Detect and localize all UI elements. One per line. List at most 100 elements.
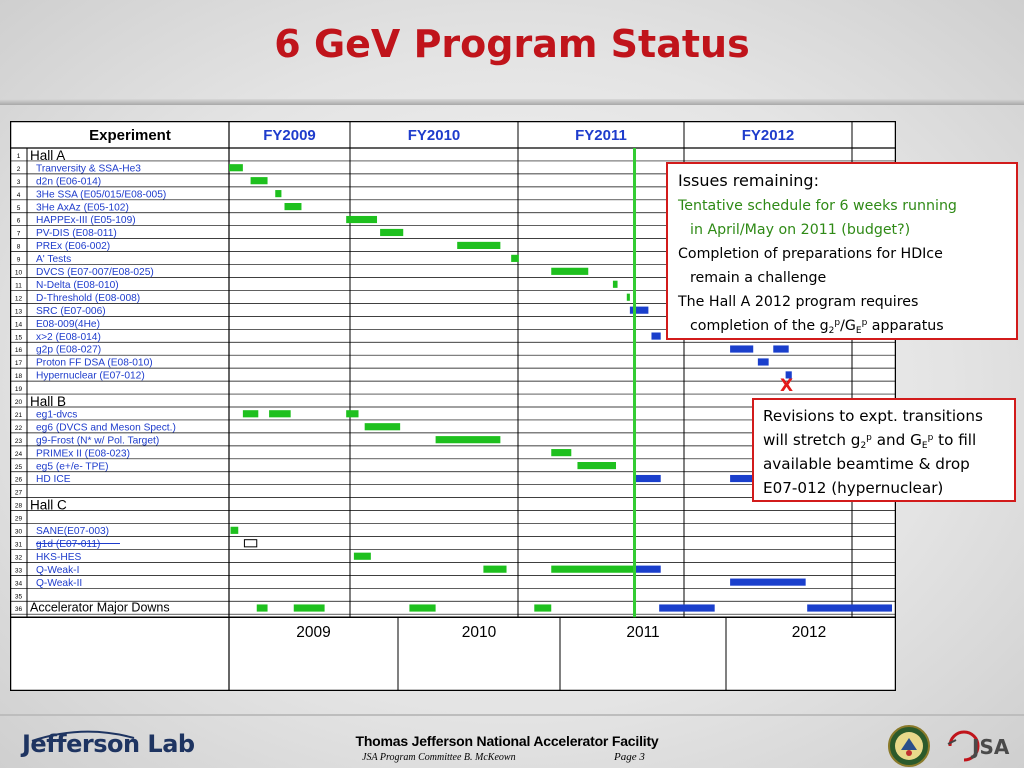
schedule-bar [483,565,507,573]
row-number: 31 [15,541,23,548]
experiment-label: PV-DIS (E08-011) [36,228,117,239]
schedule-bar [634,565,661,573]
schedule-bar [757,358,769,366]
schedule-bar [534,604,552,612]
slide-title: 6 GeV Program Status [274,22,750,66]
experiment-label: g9-Frost (N* w/ Pol. Target) [36,435,159,446]
experiment-label: eg5 (e+/e- TPE) [36,461,109,472]
row-number: 21 [15,412,23,419]
revisions-line: Revisions to expt. transitions [763,407,983,425]
issues-line: Tentative schedule for 6 weeks running [678,198,957,214]
schedule-bar [364,423,401,431]
fiscal-year-label: FY2010 [408,127,461,144]
row-number: 12 [15,295,23,302]
row-number: 14 [15,321,23,328]
schedule-bar [785,371,792,379]
row-number: 13 [15,308,23,315]
row-number: 8 [17,244,21,251]
schedule-bar [730,345,754,353]
fiscal-year-label: FY2011 [575,127,627,144]
row-number: 32 [15,554,23,561]
experiment-label: g1d (E07-011) [36,539,100,550]
schedule-bar [634,474,661,483]
experiment-label: x>2 (E08-014) [36,332,101,343]
experiment-label: 3He AxAz (E05-102) [36,202,129,213]
schedule-bar [651,332,661,340]
row-number: 15 [15,334,23,341]
issues-line: Completion of preparations for HDIce [678,246,943,262]
row-number: 18 [15,373,23,380]
fiscal-year-label: FY2009 [263,127,316,144]
footer-committee: JSA Program Committee B. McKeown [362,752,516,763]
row-number: 25 [15,464,23,471]
schedule-bar [435,436,501,444]
schedule-bar [346,215,378,224]
row-number: 35 [15,593,23,600]
row-number: 17 [15,360,23,367]
schedule-bar [730,578,806,586]
title-divider [0,99,1024,105]
row-number: 1 [17,153,21,160]
section-label: Hall A [30,148,65,163]
row-number: 6 [17,218,21,225]
schedule-bar [256,604,268,612]
schedule-bar [250,177,268,185]
schedule-bar [551,565,635,573]
row-number: 7 [17,231,21,238]
experiment-label: A' Tests [36,254,71,265]
jsa-logo-text: JSA [970,735,1010,759]
row-number: 27 [15,490,23,497]
row-number: 3 [17,179,21,186]
calendar-year-label: 2012 [792,624,826,641]
page-number: Page 3 [614,751,645,763]
doe-seal-icon [888,725,930,767]
schedule-bar [284,203,302,211]
experiment-label: Q-Weak-I [36,565,79,576]
schedule-bar [612,280,618,288]
row-number: 5 [17,205,21,212]
drop-x-mark: X [780,376,794,396]
experiment-label: Tranversity & SSA-He3 [36,163,141,174]
schedule-bar [551,449,572,457]
experiment-label: HD ICE [36,474,71,485]
experiment-label: HKS-HES [36,552,81,563]
revisions-line: will stretch g2p and GEp to fill [763,431,977,451]
experiment-label: eg1-dvcs [36,409,77,420]
row-number: 24 [15,451,23,458]
schedule-bar [409,604,436,612]
issues-line: The Hall A 2012 program requires [678,294,919,310]
schedule-bar [629,306,649,314]
issues-heading: Issues remaining: [678,171,819,190]
experiment-label: Accelerator Major Downs [30,601,170,615]
row-number: 19 [15,386,23,393]
experiment-label: PREx (E06-002) [36,241,110,252]
issues-line: completion of the g2p/GEp apparatus [690,318,944,336]
schedule-bar [773,345,789,353]
row-number: 2 [17,166,21,173]
experiment-label: eg6 (DVCS and Meson Spect.) [36,422,176,433]
header-experiment: Experiment [89,127,171,144]
row-number: 28 [15,503,23,510]
schedule-bar [380,228,404,237]
jsa-logo-icon: JSA [947,730,1010,762]
schedule-bar [229,164,243,172]
experiment-label: PRIMEx II (E08-023) [36,448,130,459]
schedule-bar [457,241,501,249]
schedule-bar [243,539,258,548]
row-number: 23 [15,438,23,445]
row-number: 34 [15,580,23,587]
row-number: 26 [15,477,23,484]
experiment-label: N-Delta (E08-010) [36,280,119,291]
schedule-bar [230,526,239,534]
row-number: 30 [15,529,23,536]
experiment-label: g2p (E08-027) [36,345,101,356]
row-number: 29 [15,516,23,523]
experiment-label: D-Threshold (E08-008) [36,293,140,304]
schedule-bar [242,410,259,418]
schedule-bar [269,410,291,418]
footer-facility: Thomas Jefferson National Accelerator Fa… [355,733,659,749]
section-label: Hall C [30,498,67,513]
calendar-year-label: 2010 [462,624,497,641]
schedule-bar [275,190,282,198]
experiment-label: SANE(E07-003) [36,526,109,537]
